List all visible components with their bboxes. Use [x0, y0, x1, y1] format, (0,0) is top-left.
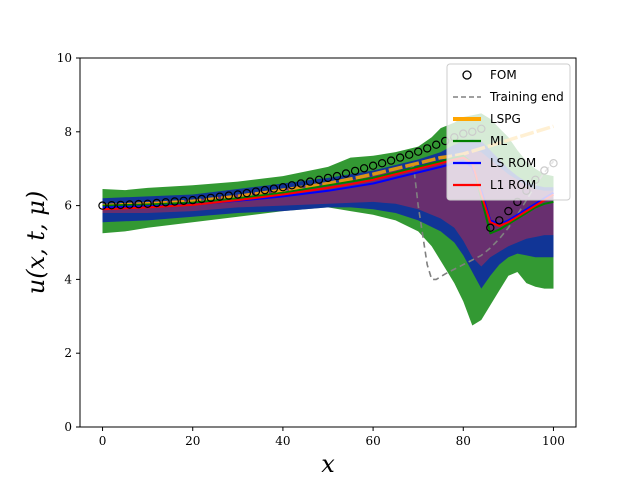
fom-point [233, 190, 242, 199]
legend-swatch [462, 70, 472, 80]
fom-point [368, 161, 378, 170]
y-tick-label: 10 [57, 51, 72, 65]
fom-point [197, 194, 206, 204]
legend-item-fom: FOM [462, 68, 517, 82]
band-l1-rom [102, 150, 554, 267]
legend-label: Training end [489, 90, 564, 104]
fom-point [405, 150, 414, 159]
x-axis-ticks: 0 20 40 60 80 100 [99, 427, 565, 448]
x-tick-label: 0 [99, 434, 107, 448]
fom-point [224, 191, 233, 200]
x-tick-label: 60 [365, 434, 380, 448]
x-axis-label: x [321, 450, 335, 478]
fom-point [179, 196, 188, 205]
fom-point [143, 199, 152, 208]
legend-box [446, 63, 571, 201]
fom-point [188, 195, 197, 205]
fom-point [134, 199, 143, 209]
fom-point [206, 193, 215, 203]
fom-point [152, 198, 161, 208]
fom-point [314, 175, 324, 184]
fom-point [116, 200, 125, 210]
fom-point [278, 182, 288, 192]
y-tick-label: 6 [64, 199, 72, 213]
legend-label: LSPG [490, 112, 521, 126]
fom-point [251, 187, 261, 196]
legend: FOM Training end LSPG ML LS ROM L1 ROM [446, 63, 571, 201]
y-tick-label: 2 [64, 346, 72, 360]
legend-label: LS ROM [490, 156, 536, 170]
y-axis-label: u(x, t, μ) [22, 191, 50, 294]
legend-label: FOM [490, 68, 517, 82]
fom-point [395, 153, 405, 162]
fom-point [323, 173, 333, 183]
legend-item-ls-rom: LS ROM [453, 156, 536, 170]
fom-point [98, 201, 107, 210]
fom-point [269, 184, 279, 193]
plot-frame [79, 57, 577, 428]
legend-item-l1-rom: L1 ROM [453, 178, 536, 192]
fom-point [305, 177, 315, 186]
legend-label: L1 ROM [490, 178, 536, 192]
fom-point [296, 179, 306, 188]
fom-point [359, 164, 369, 173]
series-line-lspg [102, 124, 555, 208]
fom-point [423, 144, 432, 153]
y-tick-label: 4 [64, 272, 72, 286]
fom-point [170, 197, 179, 206]
fom-point [260, 185, 270, 195]
legend-label: ML [490, 134, 507, 148]
legend-item-ml: ML [453, 134, 507, 148]
fom-point [215, 192, 224, 201]
fom-point [350, 166, 360, 176]
fom-point [504, 206, 513, 216]
fom-point [341, 169, 351, 178]
legend-item-lspg: LSPG [453, 112, 521, 126]
fom-point [107, 200, 116, 210]
fom-point [332, 171, 342, 181]
fom-point [287, 181, 297, 190]
fom-point [377, 158, 387, 168]
y-tick-label: 0 [64, 420, 72, 434]
fom-point [495, 216, 504, 225]
fom-point [242, 188, 251, 198]
fom-point [432, 140, 441, 149]
x-tick-label: 20 [185, 434, 200, 448]
fom-point [161, 198, 170, 207]
fom-point [386, 156, 396, 165]
legend-item-training-end: Training end [453, 90, 564, 104]
y-axis-ticks: 0 2 4 6 8 10 [57, 51, 80, 434]
x-tick-label: 100 [542, 434, 565, 448]
y-tick-label: 8 [64, 125, 72, 139]
x-tick-label: 80 [456, 434, 471, 448]
fom-point [414, 147, 423, 156]
x-tick-label: 40 [275, 434, 290, 448]
fom-point [486, 223, 495, 232]
fom-point [125, 200, 134, 209]
